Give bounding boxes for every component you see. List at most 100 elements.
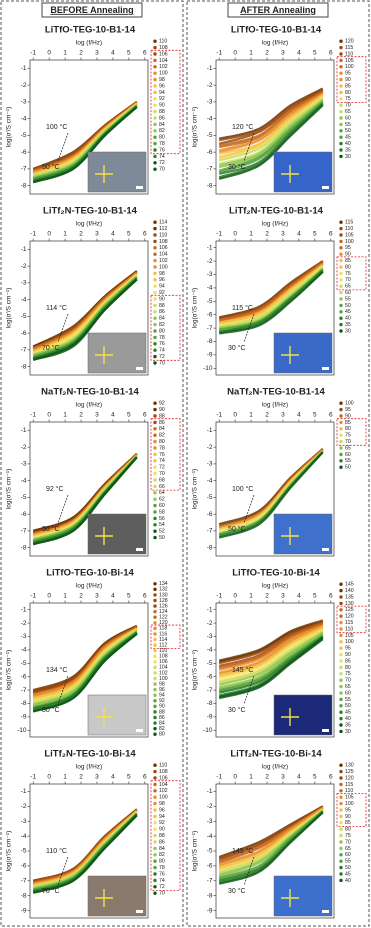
legend-label: 110 bbox=[345, 226, 353, 232]
y-tick-label: -5 bbox=[21, 132, 27, 139]
legend-label: 45 bbox=[345, 135, 351, 141]
legend-marker bbox=[153, 682, 157, 686]
legend-marker bbox=[339, 148, 343, 152]
y-axis-label: log(σ'/S cm⁻¹) bbox=[6, 831, 13, 871]
legend-marker bbox=[153, 71, 157, 75]
x-axis-label: log (f/Hz) bbox=[262, 764, 288, 771]
y-tick-label: -6 bbox=[21, 863, 27, 870]
y-tick-label: -6 bbox=[207, 149, 213, 156]
y-tick-label: -6 bbox=[207, 673, 213, 680]
y-tick-label: -8 bbox=[21, 363, 27, 370]
legend-marker bbox=[339, 71, 343, 75]
legend-marker bbox=[153, 776, 157, 780]
y-tick-label: -3 bbox=[207, 633, 213, 640]
data-line bbox=[218, 806, 324, 867]
legend-marker bbox=[339, 439, 343, 444]
legend-marker bbox=[153, 660, 157, 664]
annotation: 30 °C bbox=[228, 706, 246, 714]
chart-title: LiTf₂N-TEG-10-Bi-14 bbox=[230, 749, 322, 760]
y-tick-label: -7 bbox=[207, 528, 213, 535]
x-tick-label: 1 bbox=[63, 593, 67, 600]
legend-marker bbox=[153, 621, 157, 625]
legend-label: 86 bbox=[159, 839, 165, 845]
legend-label: 110 bbox=[159, 39, 167, 45]
legend-marker bbox=[339, 284, 343, 288]
legend-label: 94 bbox=[159, 693, 165, 699]
data-line bbox=[218, 87, 324, 140]
legend-marker bbox=[339, 840, 343, 844]
legend-marker bbox=[153, 310, 157, 314]
legend-label: 98 bbox=[159, 271, 165, 277]
legend-label: 72 bbox=[159, 465, 165, 471]
legend-label: 88 bbox=[159, 709, 165, 715]
legend-label: 65 bbox=[345, 284, 351, 290]
legend-label: 92 bbox=[159, 96, 165, 102]
chart-title: LiTf₂N-TEG-10-B1-14 bbox=[229, 206, 324, 217]
y-tick-label: -4 bbox=[21, 833, 27, 840]
x-tick-label: 2 bbox=[265, 774, 269, 781]
legend-label: 70 bbox=[159, 471, 165, 477]
x-tick-label: -1 bbox=[30, 412, 36, 419]
data-line bbox=[218, 90, 324, 149]
legend-label: 132 bbox=[159, 587, 168, 593]
x-tick-label: 5 bbox=[313, 50, 317, 57]
legend-marker bbox=[339, 420, 343, 425]
legend-marker bbox=[339, 782, 343, 787]
legend-label: 105 bbox=[345, 58, 354, 64]
legend-marker bbox=[339, 697, 343, 702]
legend-label: 72 bbox=[159, 884, 165, 890]
x-axis-label: log (f/Hz) bbox=[76, 583, 102, 590]
y-tick-label: -3 bbox=[21, 818, 27, 825]
legend-label: 88 bbox=[159, 833, 165, 839]
legend-marker bbox=[339, 116, 343, 120]
legend-label: 82 bbox=[159, 433, 165, 439]
x-tick-label: 4 bbox=[111, 593, 115, 600]
legend-marker bbox=[153, 471, 157, 476]
chart-title: LiTfO-TEG-10-B1-14 bbox=[45, 25, 136, 36]
legend-label: 35 bbox=[345, 322, 351, 328]
x-tick-label: 4 bbox=[297, 412, 301, 419]
legend-marker bbox=[153, 52, 157, 56]
x-tick-label: 0 bbox=[47, 774, 51, 781]
legend-label: 70 bbox=[345, 678, 351, 684]
legend-marker bbox=[153, 161, 157, 165]
y-tick-label: -5 bbox=[21, 313, 27, 320]
x-tick-label: -1 bbox=[216, 231, 222, 238]
legend-label: 80 bbox=[345, 426, 351, 432]
legend-highlight bbox=[336, 418, 367, 446]
legend-label: 65 bbox=[345, 109, 351, 115]
legend-marker bbox=[153, 609, 157, 614]
x-tick-label: 6 bbox=[143, 774, 147, 781]
legend-marker bbox=[339, 226, 343, 231]
y-tick-label: -6 bbox=[21, 673, 27, 680]
legend-marker bbox=[339, 310, 343, 314]
legend-marker bbox=[153, 45, 157, 50]
legend-label: 82 bbox=[159, 852, 165, 858]
legend-label: 95 bbox=[345, 646, 351, 652]
legend-marker bbox=[339, 271, 343, 276]
legend-label: 108 bbox=[159, 769, 168, 775]
x-tick-label: 0 bbox=[233, 593, 237, 600]
y-tick-label: -9 bbox=[21, 907, 27, 914]
legend-marker bbox=[339, 710, 343, 714]
legend-label: 92 bbox=[159, 698, 165, 704]
legend-marker bbox=[153, 808, 157, 812]
legend-label: 76 bbox=[159, 452, 165, 458]
y-tick-label: -3 bbox=[207, 818, 213, 825]
x-tick-label: 2 bbox=[79, 231, 83, 238]
legend-marker bbox=[153, 687, 157, 692]
legend-marker bbox=[153, 795, 157, 799]
legend-marker bbox=[153, 252, 157, 256]
legend-marker bbox=[153, 220, 157, 224]
x-tick-label: 0 bbox=[233, 412, 237, 419]
legend-marker bbox=[339, 65, 343, 69]
scale-bar bbox=[136, 186, 143, 189]
legend-label: 120 bbox=[159, 620, 168, 626]
inset-image bbox=[273, 875, 333, 917]
y-tick-label: -8 bbox=[207, 892, 213, 899]
legend-label: 70 bbox=[159, 360, 165, 366]
legend-label: 100 bbox=[345, 401, 354, 407]
legend-marker bbox=[153, 846, 157, 851]
y-tick-label: -1 bbox=[21, 65, 27, 72]
legend-marker bbox=[339, 141, 343, 146]
